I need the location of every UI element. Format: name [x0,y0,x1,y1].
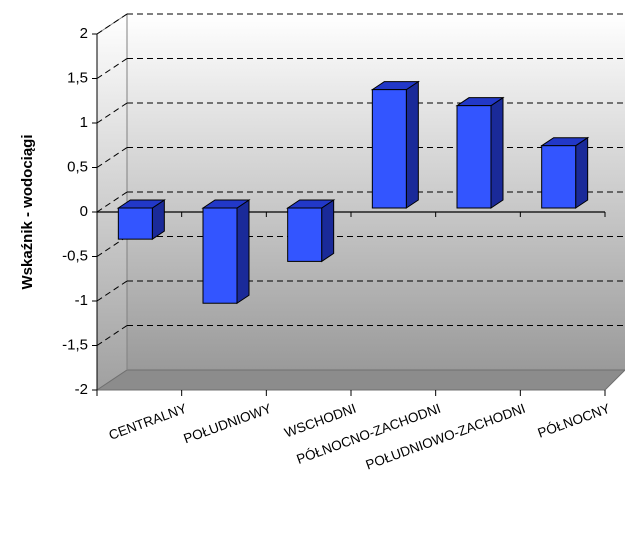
bar-front [117,207,153,240]
y-axis-ticks: -2 -1,5 -1 -0,5 0 0,5 1 1,5 2 [62,25,97,398]
gridline-side [96,102,128,124]
y-axis-title: Wskaźnik - wodociągi [19,134,36,289]
gridline-side [96,13,128,35]
bar-front [456,105,492,209]
y-tick-label: 0,5 [67,158,88,175]
y-tick-label: -0,5 [62,247,88,264]
y-tick-label: 1 [80,114,88,131]
bar-side [405,80,419,209]
bar-front [541,145,577,209]
bar-front [202,207,238,304]
bar-side [575,136,589,209]
y-tick-label: 2 [80,25,88,42]
bar-front [371,89,407,209]
x-category-label: PÓŁNOCNY [536,401,612,441]
bar-front [287,207,323,262]
gridline-side [96,147,128,168]
chart-floor [95,369,625,391]
gridline-side [96,58,128,79]
bar-side [321,199,335,263]
bar-side [490,96,504,209]
gridline-side [96,191,128,213]
gridline-side [96,325,128,346]
bar [201,199,251,305]
bar [455,96,505,209]
bar-side [236,199,250,305]
x-axis-ticks [96,212,606,396]
y-tick-label: -1 [75,292,88,309]
x-category-label: POŁUDNIOWO-ZACHODNI [364,401,528,473]
y-tick-label: -2 [75,381,88,398]
y-tick-label: 1,5 [67,69,88,86]
gridline-side [96,236,128,257]
x-category-label: CENTRALNY [107,401,189,443]
x-category-label: POŁUDNIOWY [182,401,274,447]
bars [116,80,590,305]
bar [540,136,590,209]
bar [286,199,336,263]
y-tick-label: -1,5 [62,336,88,353]
y-tick-label: 0 [80,203,88,220]
bar [116,199,166,241]
gridline-side [96,280,128,302]
bar [370,80,420,209]
chart-side-wall [96,13,128,391]
